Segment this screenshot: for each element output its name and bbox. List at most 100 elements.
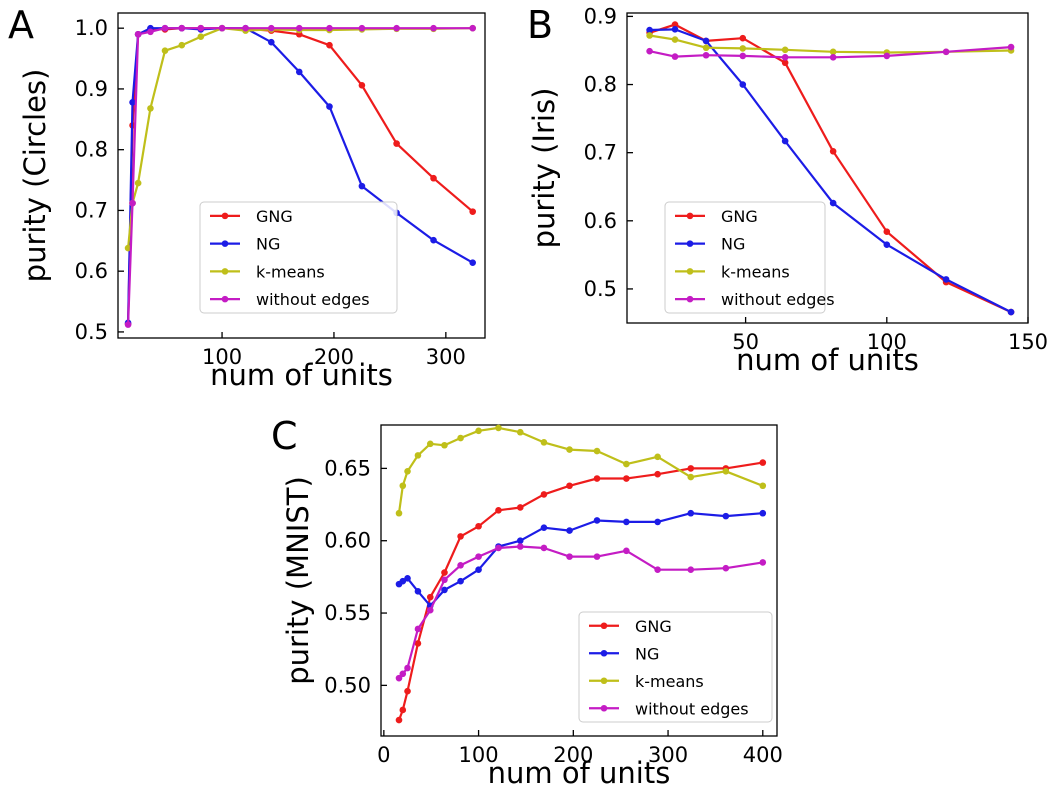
y-tick-label-a: 0.5 (75, 320, 108, 344)
y-tick-label-a: 1.0 (75, 16, 108, 40)
data-point-without-edges (129, 199, 136, 207)
data-point-without-edges (516, 543, 524, 550)
data-point-k-means (414, 452, 422, 459)
data-point-without-edges (395, 674, 403, 682)
y-tick-label-a: 0.8 (75, 138, 108, 162)
x-tick-label-b: 150 (1008, 330, 1048, 354)
data-point-without-edges (430, 24, 437, 32)
legend-marker-ng (600, 649, 608, 657)
data-point-k-means (623, 460, 630, 468)
data-point-without-edges (242, 24, 249, 32)
data-point-ng (593, 517, 601, 524)
data-point-ng (702, 37, 710, 45)
legend-label-without-edges: without edges (721, 290, 835, 309)
data-point-k-means (404, 467, 411, 475)
x-axis-label-b: num of units (736, 343, 919, 377)
y-axis-label-a: purity (Circles) (18, 69, 52, 283)
data-point-ng (430, 236, 437, 244)
legend-label-gng: GNG (721, 207, 758, 226)
data-point-ng (722, 512, 730, 520)
data-point-gng (469, 208, 476, 215)
data-point-gng (540, 491, 548, 498)
data-point-without-edges (393, 24, 400, 32)
data-point-gng (654, 470, 661, 478)
data-point-gng (671, 21, 679, 28)
data-point-k-means (457, 434, 464, 442)
data-point-without-edges (759, 559, 767, 566)
data-point-gng (426, 593, 434, 601)
data-point-k-means (739, 45, 747, 52)
data-point-gng (781, 59, 789, 67)
panel-a: A 100 200 300 0.5 0.6 0.7 0.8 0.9 1.0 num of units… (8, 3, 486, 392)
data-point-ng (475, 566, 482, 573)
legend-label-without-edges: without edges (635, 699, 749, 718)
data-point-without-edges (161, 24, 169, 32)
data-point-without-edges (414, 625, 422, 633)
legend-label-without-edges: without edges (256, 290, 370, 309)
data-point-ng (687, 509, 695, 517)
legend-marker-gng (221, 212, 229, 220)
data-point-ng (654, 518, 661, 526)
series-line-without-edges (398, 545, 763, 679)
data-point-without-edges (178, 24, 186, 32)
data-point-k-means (702, 44, 710, 52)
data-point-ng (469, 259, 476, 266)
x-tick-label-c: 0 (377, 743, 390, 767)
series-ng-b (646, 26, 1015, 316)
data-point-without-edges (540, 544, 548, 552)
data-point-gng (623, 475, 630, 482)
data-point-gng (739, 34, 747, 42)
data-point-gng (399, 706, 407, 714)
data-point-without-edges (781, 53, 789, 61)
x-axis-label-a: num of units (210, 358, 393, 392)
data-point-without-edges (358, 24, 366, 32)
data-point-k-means (475, 427, 482, 435)
data-point-without-edges (326, 24, 333, 32)
data-point-gng (404, 687, 411, 695)
legend-marker-without-edges (600, 704, 608, 712)
legend-label-k-means: k-means (256, 262, 325, 281)
series-line-without-edges (127, 27, 473, 325)
series-k-means-b (646, 32, 1015, 56)
y-tick-label-c: 0.65 (324, 456, 371, 480)
data-point-ng (1007, 308, 1015, 316)
legend-label-ng: NG (256, 235, 280, 254)
legend-box (199, 201, 398, 314)
data-point-without-edges (475, 553, 482, 560)
data-point-ng (399, 577, 407, 585)
data-point-without-edges (399, 670, 407, 678)
data-point-k-means (178, 41, 186, 49)
y-tick-label-c: 0.55 (324, 601, 371, 625)
data-point-k-means (134, 179, 142, 187)
data-point-ng (267, 38, 275, 46)
data-point-ng (759, 509, 767, 517)
data-point-k-means (722, 467, 730, 475)
y-tick-label-c: 0.50 (324, 673, 371, 697)
data-point-without-edges (593, 553, 601, 560)
y-tick-label-b: 0.9 (584, 4, 617, 28)
data-point-without-edges (646, 47, 653, 55)
data-point-gng (475, 522, 482, 530)
data-point-ng (883, 241, 891, 248)
data-point-gng (358, 81, 366, 89)
plot-frame-b (626, 12, 1029, 324)
x-tick-label-c: 100 (459, 743, 499, 767)
legend-marker-k-means (221, 268, 229, 275)
data-point-k-means (781, 46, 789, 54)
y-tick-label-b: 0.6 (584, 209, 617, 233)
data-point-ng (623, 518, 630, 526)
series-without-edges-b (646, 43, 1015, 61)
legend-c: GNG NG k-means without edges (578, 611, 773, 723)
panel-b: B 50 100 150 0.5 0.6 0.7 0.8 0.9 num of units puri… (527, 3, 1048, 377)
panel-letter-a: A (8, 3, 34, 47)
legend-box (664, 201, 826, 314)
x-tick-label-c: 400 (743, 743, 783, 767)
data-point-ng (540, 524, 548, 532)
data-point-without-edges (426, 606, 434, 614)
data-point-ng (671, 26, 679, 33)
panel-letter-c: C (271, 414, 298, 458)
data-point-without-edges (883, 52, 891, 60)
legend-marker-without-edges (221, 295, 229, 303)
data-point-gng (593, 475, 601, 482)
data-point-ng (404, 575, 411, 582)
